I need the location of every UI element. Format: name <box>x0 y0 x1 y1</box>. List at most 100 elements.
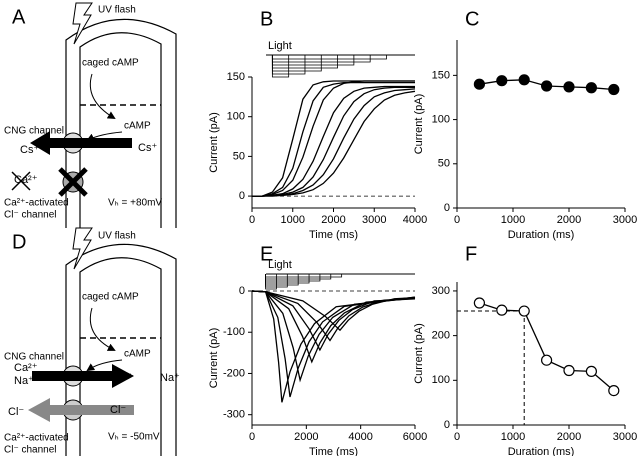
label: Ca²⁺-activated <box>4 433 69 444</box>
block-mark <box>58 167 88 197</box>
point <box>540 80 553 92</box>
y-axis-label: Current (pA) <box>413 94 425 155</box>
panel-letter: A <box>12 6 26 28</box>
diagram-a: A UV flash caged cAMP cAMP CNG channel C… <box>4 2 177 228</box>
x-tick-label: 1000 <box>501 431 525 443</box>
trace <box>252 85 415 197</box>
x-tick-label: 0 <box>249 214 255 226</box>
x-tick-label: 3000 <box>613 431 637 443</box>
label: Cl⁻ channel <box>4 210 57 221</box>
point <box>608 83 620 96</box>
trace <box>252 90 416 197</box>
ion-flow-arrow <box>32 364 134 388</box>
point <box>473 78 485 90</box>
point <box>518 305 530 317</box>
arrow <box>86 359 123 372</box>
y-tick-label: 150 <box>227 71 245 83</box>
ion-flow-arrow <box>30 131 132 155</box>
y-tick-label: 300 <box>432 285 450 297</box>
label: Cs⁺ <box>138 142 157 154</box>
y-tick-label: -200 <box>223 367 245 379</box>
stimulus <box>271 55 322 72</box>
label: Cl⁻ <box>110 404 126 416</box>
label: Cs⁺ <box>20 144 39 156</box>
panel-letter: D <box>12 231 26 253</box>
trace <box>251 290 416 383</box>
y-tick-label: 0 <box>444 419 450 431</box>
y-axis-label: Current (pA) <box>208 328 220 389</box>
y-tick-label: 150 <box>432 69 450 81</box>
label: UV flash <box>98 231 136 242</box>
x-tick-label: 0 <box>454 431 460 443</box>
x-tick-label: 2000 <box>557 214 581 226</box>
x-axis-label: Duration (ms) <box>508 446 575 456</box>
x-tick-label: 3000 <box>362 214 386 226</box>
point <box>608 384 620 397</box>
label: Ca²⁺ <box>110 372 134 384</box>
trace <box>251 290 416 352</box>
label: Na⁺ <box>14 375 34 387</box>
point <box>473 297 485 309</box>
trace <box>251 290 416 403</box>
y-tick-label: 100 <box>227 111 245 123</box>
stimulus <box>271 55 355 66</box>
trace <box>252 80 415 197</box>
x-tick-label: 2000 <box>557 431 581 443</box>
trace <box>251 290 416 398</box>
point <box>496 304 508 316</box>
y-tick-label: 200 <box>432 330 450 342</box>
panel-letter: F <box>465 243 477 265</box>
stimulus <box>265 274 321 282</box>
panel-letter: C <box>465 8 479 30</box>
label: cAMP <box>124 349 151 360</box>
diagram-d: D UV flash caged cAMP cAMP CNG channel C… <box>4 227 180 456</box>
x-tick-label: 3000 <box>613 214 637 226</box>
point <box>563 81 575 93</box>
x-tick-label: 0 <box>249 431 255 443</box>
trace <box>251 290 416 332</box>
x-tick-label: 0 <box>454 214 460 226</box>
point <box>518 74 530 86</box>
y-tick-label: 0 <box>239 285 245 297</box>
panel-letter: B <box>260 8 273 30</box>
label: Vₕ = +80mV <box>108 198 162 209</box>
x-axis-label: Time (ms) <box>309 229 358 241</box>
x-tick-label: 4000 <box>403 214 427 226</box>
cell-outline <box>65 18 177 228</box>
arrow <box>89 307 116 351</box>
flash-icon <box>72 2 93 45</box>
y-tick-label: -300 <box>223 409 245 421</box>
cell-outline <box>79 257 162 456</box>
point <box>540 354 553 366</box>
y-tick-label: 100 <box>432 113 450 125</box>
label: Cl⁻ channel <box>4 445 57 456</box>
label: Vₕ = -50mV <box>108 432 160 443</box>
y-tick-label: 100 <box>432 374 450 386</box>
trace <box>252 86 415 197</box>
x-tick-label: 1000 <box>281 214 305 226</box>
y-tick-label: -100 <box>223 326 245 338</box>
label: CNG channel <box>4 126 64 137</box>
x-tick-label: 6000 <box>403 431 427 443</box>
point <box>585 365 598 377</box>
x-axis-label: Duration (ms) <box>508 229 575 241</box>
panel-letter: E <box>260 243 273 265</box>
stimulus-label: Light <box>268 259 292 271</box>
stimulus-label: Light <box>268 40 292 52</box>
cell-outline <box>65 243 177 456</box>
y-tick-label: 50 <box>233 150 245 162</box>
label: Na⁺ <box>160 372 180 384</box>
stimulus <box>265 274 343 278</box>
x-axis-label: Time (ms) <box>309 446 358 456</box>
arrow <box>89 73 116 120</box>
point <box>585 82 598 94</box>
cell-outline <box>79 32 162 228</box>
y-tick-label: 0 <box>444 202 450 214</box>
label: Ca²⁺ <box>14 362 38 374</box>
x-tick-label: 2000 <box>294 431 318 443</box>
label: UV flash <box>98 5 136 16</box>
x-tick-label: 4000 <box>348 431 372 443</box>
stimulus <box>271 55 387 60</box>
ion-flow-arrow <box>28 398 134 422</box>
label: caged cAMP <box>82 58 139 69</box>
